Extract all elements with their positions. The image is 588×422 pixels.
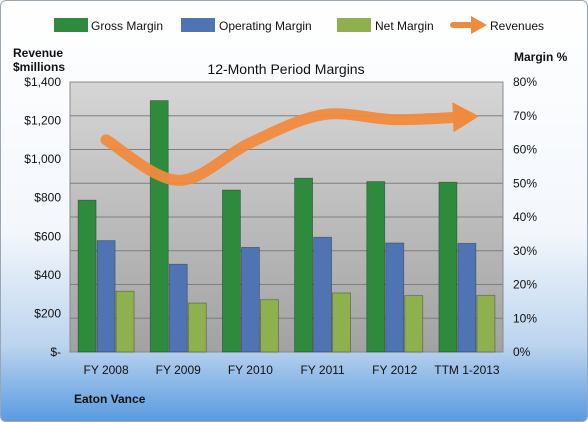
bar-operating-margin — [241, 246, 260, 353]
x-tick-label: TTM 1-2013 — [434, 363, 500, 377]
bar-net-margin — [404, 295, 424, 353]
y-right-tick-label: 30% — [513, 244, 537, 258]
y-left-axis: $- $200 $400 $600 $800 $1,000 $1,200 $1,400 — [24, 75, 61, 359]
legend-swatch-net-margin — [337, 18, 371, 32]
y-left-tick-label: $400 — [34, 268, 61, 282]
bar-gross-margin — [222, 189, 241, 353]
revenues-line-path — [100, 108, 473, 186]
bar-net-margin — [187, 302, 207, 353]
x-tick-label: FY 2009 — [156, 363, 201, 377]
y-left-tick-label: $- — [50, 345, 61, 359]
y-right-tick-label: 60% — [513, 143, 537, 157]
legend-label-net-margin: Net Margin — [375, 19, 434, 33]
legend-label-operating-margin: Operating Margin — [219, 19, 312, 33]
y-left-tick-label: $1,200 — [24, 114, 61, 128]
bar-operating-margin — [457, 242, 477, 353]
y-right-tick-label: 20% — [513, 278, 537, 292]
y-left-tick-label: $1,000 — [24, 152, 61, 166]
legend-label-revenues: Revenues — [490, 19, 544, 33]
bar-gross-margin — [149, 100, 169, 353]
y-left-tick-label: $800 — [34, 191, 61, 205]
y-right-axis: 0% 10% 20% 30% 40% 50% 60% 70% 80% — [513, 75, 537, 359]
x-axis: FY 2008 FY 2009 FY 2010 FY 2011 FY 2012 TTM 1… — [84, 363, 500, 377]
y-right-tick-label: 70% — [513, 109, 537, 123]
y-left-label-line1: Revenue — [13, 46, 63, 60]
revenues-line-arrowhead — [452, 102, 479, 133]
y-right-tick-label: 40% — [513, 210, 537, 224]
bar-net-margin — [115, 290, 135, 353]
bar-operating-margin — [96, 240, 116, 353]
y-right-tick-label: 50% — [513, 176, 537, 190]
x-tick-label: FY 2011 — [300, 363, 345, 377]
bar-gross-margin — [438, 181, 458, 353]
legend-swatch-operating-margin — [181, 18, 215, 32]
bar-net-margin — [260, 299, 279, 353]
y-right-tick-label: 0% — [513, 345, 531, 359]
bars — [77, 100, 496, 353]
bar-net-margin — [332, 292, 351, 353]
chart-title: 12-Month Period Margins — [207, 61, 364, 77]
x-tick-label: FY 2012 — [372, 363, 417, 377]
bar-net-margin — [476, 294, 496, 353]
y-left-tick-label: $600 — [34, 229, 61, 243]
y-right-tick-label: 80% — [513, 75, 537, 89]
y-left-tick-label: $1,400 — [24, 75, 61, 89]
legend-swatch-revenues — [450, 16, 487, 34]
y-right-label: Margin % — [514, 50, 568, 64]
bar-gross-margin — [366, 181, 386, 353]
company-name: Eaton Vance — [74, 392, 146, 406]
x-tick-label: FY 2008 — [84, 363, 129, 377]
bar-gross-margin — [294, 177, 313, 353]
legend-label-gross-margin: Gross Margin — [91, 19, 163, 33]
y-left-tick-label: $200 — [34, 306, 61, 320]
y-right-tick-label: 10% — [513, 311, 537, 325]
x-tick-label: FY 2010 — [228, 363, 273, 377]
gridlines — [70, 115, 503, 319]
y-left-label-line2: $millions — [13, 60, 65, 74]
revenues-line — [100, 102, 479, 186]
bar-operating-margin — [168, 263, 188, 353]
bar-operating-margin — [313, 236, 332, 353]
bar-operating-margin — [385, 242, 405, 353]
legend: Gross Margin Operating Margin Net Margin… — [54, 16, 544, 34]
legend-swatch-gross-margin — [54, 18, 88, 32]
bar-gross-margin — [77, 199, 97, 353]
